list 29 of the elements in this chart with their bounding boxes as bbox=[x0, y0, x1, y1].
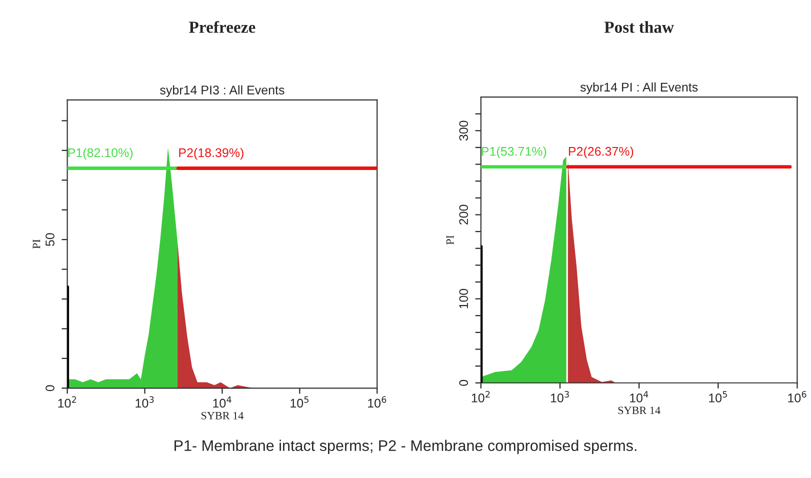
y-axis-title: PI bbox=[32, 239, 40, 249]
x-tick-label: 10$^{6}$ bbox=[368, 396, 386, 408]
text: P1- Membrane intact sperms; P2 - Membrane compromised sperms. bbox=[174, 440, 636, 454]
x-axis-title: SYBR 14 bbox=[618, 406, 660, 414]
x-axis-title: SYBR 14 bbox=[202, 412, 244, 420]
y-tick-label: 100 bbox=[459, 288, 468, 308]
series-label: P2(18.39%) bbox=[179, 148, 244, 160]
x-tick-label: 10$^{2}$ bbox=[472, 390, 490, 402]
y-tick-label: 0 bbox=[46, 385, 54, 392]
x-tick-label: 10$^{4}$ bbox=[213, 396, 232, 408]
x-tick-label: 10$^{2}$ bbox=[58, 396, 76, 408]
chart-subtitle: sybr14 PI : All Events bbox=[580, 82, 698, 94]
series-label: P2(26.37%) bbox=[568, 146, 634, 158]
x-tick-label: 10$^{4}$ bbox=[630, 391, 648, 402]
y-tick-label: 300 bbox=[459, 120, 468, 141]
chart-title: Post thaw bbox=[604, 21, 674, 33]
y-tick-label: 50 bbox=[46, 233, 54, 246]
chart-subtitle: sybr14 PI3 : All Events bbox=[160, 85, 284, 97]
x-tick-label: 10$^{5}$ bbox=[709, 391, 727, 402]
y-tick-label: 0 bbox=[459, 380, 468, 386]
x-tick-label: 10$^{3}$ bbox=[136, 396, 154, 408]
series-label: P1(53.71%) bbox=[482, 146, 546, 158]
chart-title: Prefreeze bbox=[189, 20, 256, 33]
x-tick-label: 10$^{5}$ bbox=[290, 396, 308, 408]
y-tick-label: 200 bbox=[459, 204, 468, 225]
x-tick-label: 10$^{6}$ bbox=[788, 390, 806, 402]
y-axis-title: PI bbox=[446, 235, 454, 245]
series-label: P1(82.10%) bbox=[68, 148, 133, 160]
x-tick-label: 10$^{3}$ bbox=[550, 390, 569, 402]
